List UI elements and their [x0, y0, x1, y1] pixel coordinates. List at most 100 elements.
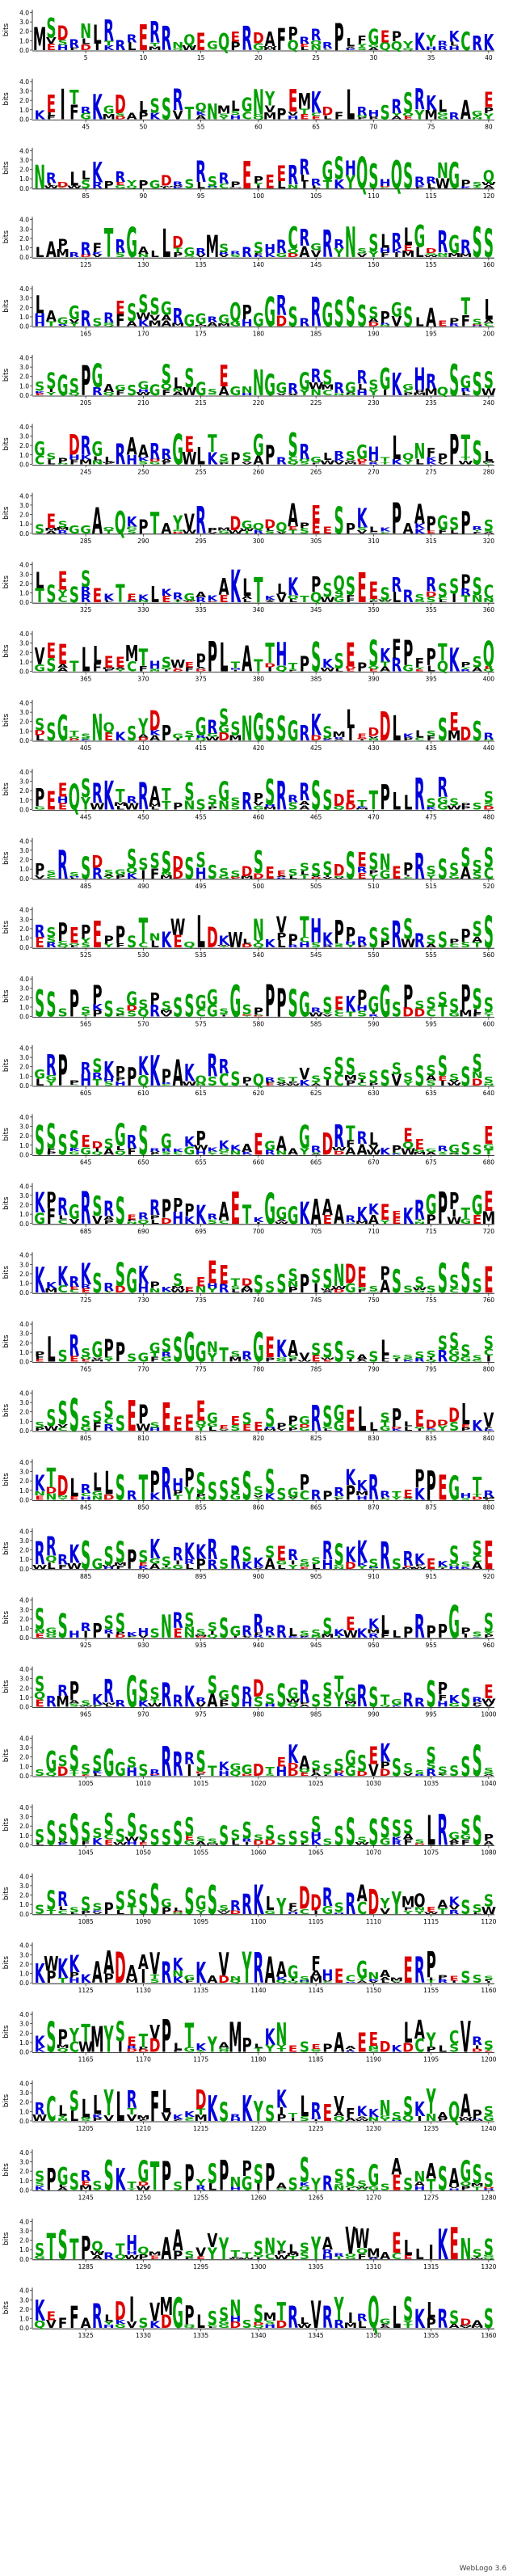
logo-letter: S — [449, 995, 459, 1017]
logo-letter: G — [230, 384, 242, 398]
logo-letter: D — [288, 252, 299, 259]
logo-letter: S — [288, 1265, 298, 1286]
logo-column: GA — [275, 2182, 287, 2190]
logo-column: QLG — [115, 1118, 126, 1157]
logo-letter: R — [472, 2034, 482, 2047]
logo-column: P — [116, 1339, 125, 1369]
x-tick-label: 335 — [195, 606, 207, 613]
logo-letter: E — [334, 1965, 343, 1988]
x-tick-label: 670 — [368, 1158, 380, 1166]
y-tick-label: 1.0 — [19, 1349, 29, 1356]
logo-letter: S — [35, 1902, 44, 1917]
logo-column: AGK — [149, 1535, 161, 1571]
logo-letter: S — [184, 851, 194, 885]
x-tick-label: 1150 — [366, 1987, 381, 1994]
logo-letter: S — [357, 1072, 367, 1082]
y-tick-label: 4.0 — [19, 1804, 29, 1811]
x-tick-label: 915 — [425, 1573, 437, 1580]
logo-letter: S — [162, 998, 171, 1013]
logo-letter: P — [288, 23, 297, 44]
logo-column: FG — [115, 383, 126, 397]
logo-letter: R — [81, 307, 91, 332]
logo-letter: G — [288, 1685, 299, 1703]
x-tick-label: 860 — [253, 1503, 265, 1511]
logo-column: A — [380, 2249, 391, 2262]
logo-letter: D — [69, 430, 80, 462]
logo-letter: M — [424, 108, 438, 122]
logo-column: HK — [137, 1260, 149, 1296]
x-tick-label: 905 — [310, 1573, 322, 1580]
logo-letter: P — [311, 573, 321, 598]
logo-column: K — [103, 773, 115, 819]
logo-letter: Q — [402, 453, 414, 463]
logo-letter: T — [231, 1275, 241, 1288]
logo-letter: S — [403, 1070, 413, 1085]
logo-letter: D — [264, 516, 275, 531]
logo-column: NE — [196, 1275, 207, 1295]
logo-column: PFR — [357, 934, 368, 948]
logo-letter: F — [311, 462, 320, 465]
logo-column: YS — [402, 1070, 414, 1087]
logo-column: T — [69, 2234, 79, 2266]
logo-letter: K — [345, 1466, 356, 1490]
logo-letter: S — [403, 303, 413, 334]
logo-letter: S — [81, 733, 90, 740]
logo-column: CK — [57, 1262, 69, 1295]
logo-letter: W — [170, 658, 186, 671]
y-tick-label: 0.0 — [19, 47, 29, 54]
logo-letter: S — [35, 983, 44, 1026]
logo-column: S — [219, 1556, 229, 1572]
logo-column: WS — [481, 368, 497, 398]
logo-letter: M — [171, 323, 185, 327]
logo-letter: W — [309, 382, 324, 391]
logo-letter: R — [357, 934, 368, 948]
logo-column: SLD — [264, 516, 275, 533]
logo-letter: K — [265, 938, 277, 950]
logo-column: KL — [391, 429, 402, 467]
logo-column: RIA — [345, 2046, 356, 2052]
logo-column: L — [116, 2083, 125, 2131]
x-tick-label: 980 — [253, 1711, 265, 1718]
logo-column: AS — [426, 932, 436, 949]
logo-column: MWA — [458, 2089, 473, 2124]
logo-letter: M — [217, 103, 231, 116]
logo-letter: W — [377, 599, 392, 601]
logo-letter: S — [265, 1279, 275, 1296]
logo-column: VP — [35, 862, 45, 880]
logo-column: MER — [79, 2168, 93, 2191]
y-tick-label: 3.0 — [19, 1744, 29, 1752]
logo-column: GFP — [69, 1079, 80, 1086]
logo-letter: A — [345, 2046, 356, 2051]
logo-letter: P — [460, 179, 470, 188]
logo-column: VR — [196, 1697, 206, 1709]
logo-column: S — [460, 1969, 470, 1987]
logo-column: SDR — [426, 574, 437, 605]
logo-letter: F — [162, 462, 170, 466]
logo-column: S — [484, 222, 494, 267]
logo-letter: G — [264, 369, 275, 403]
logo-column: P — [69, 984, 79, 1027]
logo-letter: K — [449, 643, 460, 680]
logo-letter: E — [265, 864, 274, 883]
logo-column: LS — [300, 1829, 309, 1847]
logo-letter: S — [184, 1812, 194, 1841]
logo-letter: P — [208, 527, 217, 534]
logo-letter: N — [253, 82, 264, 123]
logo-column: TR — [334, 2252, 344, 2260]
logo-letter: R — [414, 845, 425, 887]
logo-column: R — [46, 1693, 57, 1711]
logo-column: E — [323, 525, 332, 536]
logo-letter: M — [137, 2114, 150, 2121]
x-tick-label: 765 — [80, 1366, 92, 1373]
logo-letter: M — [90, 2019, 104, 2061]
logo-letter: G — [334, 596, 345, 605]
logo-letter: G — [183, 1324, 195, 1372]
logo-column: PYS — [482, 1608, 494, 1639]
x-tick-label: 920 — [483, 1573, 495, 1580]
x-tick-label: 65 — [312, 123, 320, 130]
logo-letter: G — [437, 114, 448, 120]
logo-letter: E — [288, 82, 297, 119]
logo-letter: S — [242, 449, 252, 464]
logo-letter: K — [426, 460, 438, 466]
